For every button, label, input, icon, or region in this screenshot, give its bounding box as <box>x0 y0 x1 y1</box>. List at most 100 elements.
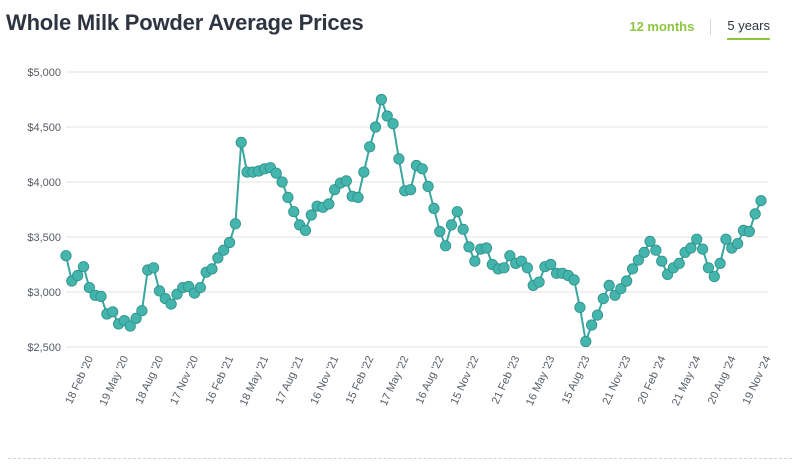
data-point[interactable] <box>282 191 294 203</box>
data-point[interactable] <box>153 285 166 297</box>
x-tick-label: 21 May '24 <box>670 354 703 408</box>
data-point[interactable] <box>603 279 615 291</box>
data-point[interactable] <box>229 218 241 230</box>
data-point[interactable] <box>107 306 119 318</box>
data-point[interactable] <box>288 206 300 218</box>
x-tick: 16 May '23 <box>524 354 557 408</box>
data-point[interactable] <box>387 118 399 130</box>
data-point[interactable] <box>352 191 364 203</box>
data-point[interactable] <box>451 206 463 218</box>
data-point[interactable] <box>621 275 633 287</box>
data-point[interactable] <box>404 184 417 196</box>
x-tick: 16 Nov '21 <box>308 354 341 406</box>
data-point[interactable] <box>305 209 317 221</box>
data-point[interactable] <box>206 263 218 275</box>
data-point[interactable] <box>323 198 335 210</box>
x-tick: 21 May '24 <box>670 354 703 408</box>
data-point[interactable] <box>393 153 405 165</box>
data-point[interactable] <box>580 335 592 348</box>
data-point[interactable] <box>299 224 312 236</box>
data-point[interactable] <box>696 243 709 255</box>
data-point[interactable] <box>95 290 107 302</box>
data-point[interactable] <box>416 163 428 175</box>
data-point[interactable] <box>428 202 440 214</box>
data-point[interactable] <box>440 240 452 252</box>
data-point[interactable] <box>644 235 656 247</box>
y-tick-label: $3,500 <box>27 232 61 244</box>
data-point[interactable] <box>276 176 288 188</box>
data-point[interactable] <box>702 262 715 274</box>
data-point[interactable] <box>212 252 224 264</box>
data-point[interactable] <box>626 263 639 275</box>
data-point[interactable] <box>445 219 458 231</box>
x-tick-label: 18 Aug '20 <box>133 354 166 406</box>
data-point[interactable] <box>673 257 685 269</box>
data-point[interactable] <box>218 244 230 256</box>
data-point[interactable] <box>597 292 609 305</box>
data-point[interactable] <box>638 246 650 258</box>
x-tick: 19 Nov '24 <box>741 354 774 406</box>
data-point[interactable] <box>691 233 703 245</box>
tab-divider <box>710 18 712 35</box>
tab-5-years[interactable]: 5 years <box>727 18 770 40</box>
data-point[interactable] <box>434 225 446 238</box>
data-point[interactable] <box>714 257 726 269</box>
data-point[interactable] <box>591 309 604 321</box>
x-tick-label: 16 Nov '21 <box>308 354 341 406</box>
data-point[interactable] <box>469 255 481 267</box>
x-tick-label: 19 Nov '24 <box>741 354 774 406</box>
data-point[interactable] <box>136 305 148 317</box>
data-point[interactable] <box>632 254 644 266</box>
data-point[interactable] <box>498 262 510 274</box>
x-tick-label: 20 Feb '24 <box>636 354 669 406</box>
tab-12-months[interactable]: 12 months <box>629 19 695 34</box>
data-point[interactable] <box>504 250 516 262</box>
data-point[interactable] <box>755 195 767 207</box>
data-point[interactable] <box>235 136 247 148</box>
data-point[interactable] <box>463 241 475 253</box>
data-point[interactable] <box>685 242 697 254</box>
data-point[interactable] <box>60 250 72 262</box>
data-point[interactable] <box>732 238 744 250</box>
data-point[interactable] <box>480 242 493 254</box>
data-point[interactable] <box>650 244 662 256</box>
data-point[interactable] <box>533 276 545 288</box>
y-tick-label: $2,500 <box>27 342 61 354</box>
data-point[interactable] <box>708 270 720 283</box>
data-point[interactable] <box>148 262 160 274</box>
data-point[interactable] <box>615 283 627 295</box>
data-point[interactable] <box>656 255 668 267</box>
x-axis-ticks: 18 Feb '20 19 May '20 18 Aug '20 17 Nov '20… <box>63 354 773 408</box>
data-point[interactable] <box>340 175 352 187</box>
data-point[interactable] <box>270 167 282 179</box>
data-point[interactable] <box>364 141 376 153</box>
data-point[interactable] <box>545 258 557 271</box>
data-point[interactable] <box>130 312 142 324</box>
data-point[interactable] <box>77 261 90 273</box>
x-tick: 19 May '20 <box>98 354 131 408</box>
data-point[interactable] <box>358 166 370 178</box>
x-tick: 18 Feb '20 <box>63 354 96 406</box>
data-point[interactable] <box>521 262 533 274</box>
data-point[interactable] <box>743 225 755 238</box>
data-point[interactable] <box>72 269 84 282</box>
data-point[interactable] <box>381 110 393 122</box>
data-point[interactable] <box>568 274 580 286</box>
data-point[interactable] <box>165 298 177 310</box>
x-tick: 15 Aug '23 <box>560 354 593 406</box>
data-point[interactable] <box>586 319 598 331</box>
x-tick: 18 Aug '20 <box>133 354 166 406</box>
data-point[interactable] <box>720 233 732 245</box>
data-point[interactable] <box>749 208 761 220</box>
data-point[interactable] <box>223 236 236 249</box>
data-point[interactable] <box>422 180 434 192</box>
data-point[interactable] <box>194 281 206 294</box>
data-point[interactable] <box>574 301 586 313</box>
data-point[interactable] <box>124 320 136 332</box>
x-tick-label: 17 Aug '21 <box>274 354 307 406</box>
data-point[interactable] <box>83 281 95 294</box>
data-point[interactable] <box>457 223 469 235</box>
data-point[interactable] <box>369 121 382 133</box>
data-point[interactable] <box>375 93 387 106</box>
